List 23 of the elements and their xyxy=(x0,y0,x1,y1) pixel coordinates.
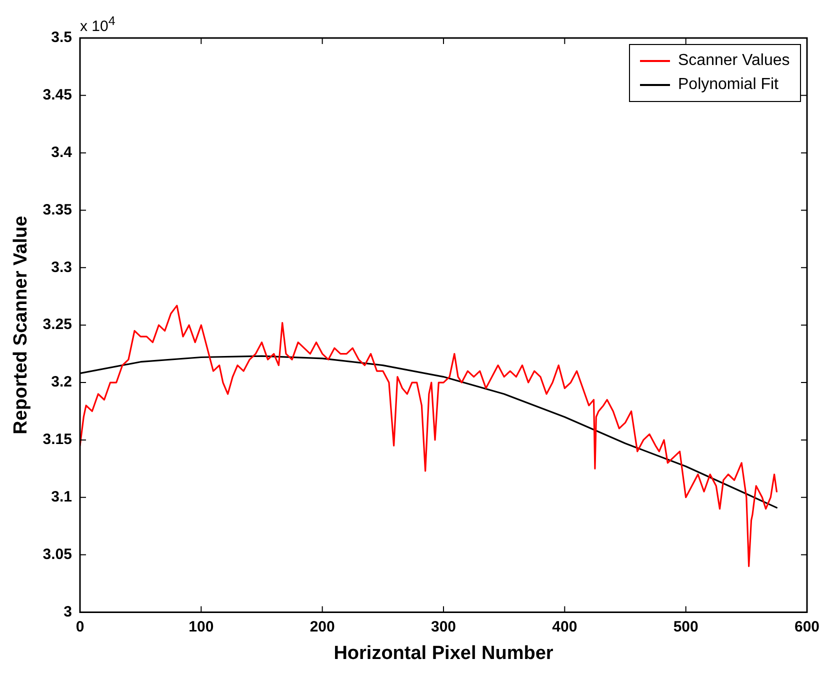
x-tick-label: 200 xyxy=(310,618,335,636)
y-tick-label: 3.3 xyxy=(51,258,72,276)
y-tick-label: 3.5 xyxy=(51,29,72,46)
x-tick-label: 600 xyxy=(794,618,820,636)
text: x 10$^{4}$ xyxy=(80,14,116,35)
y-tick-label: 3.2 xyxy=(51,374,72,391)
y-axis-title: Reported Scanner Value xyxy=(10,216,32,434)
y-tick-label: 3.35 xyxy=(42,201,72,218)
x-tick-label: 500 xyxy=(673,618,698,636)
x-tick-label: 100 xyxy=(188,618,214,636)
y-tick-label: 3.25 xyxy=(42,316,72,334)
y-tick-label: 3.15 xyxy=(42,431,72,448)
y-tick-label: 3.45 xyxy=(42,86,72,104)
legend-label: Scanner Values xyxy=(678,51,790,71)
legend-label: Polynomial Fit xyxy=(678,75,778,95)
x-tick-label: 300 xyxy=(430,618,456,636)
y-tick-label: 3.4 xyxy=(51,144,73,161)
y-tick-label: 3 xyxy=(64,603,72,620)
y-tick-label: 3.1 xyxy=(51,488,72,506)
y-tick-label: 3.05 xyxy=(42,546,72,563)
x-tick-label: 400 xyxy=(552,618,578,636)
x-axis-title: Horizontal Pixel Number xyxy=(334,642,554,664)
x-tick-label: 0 xyxy=(76,618,84,636)
